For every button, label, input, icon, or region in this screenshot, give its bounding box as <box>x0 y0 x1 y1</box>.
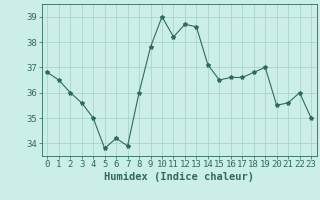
X-axis label: Humidex (Indice chaleur): Humidex (Indice chaleur) <box>104 172 254 182</box>
